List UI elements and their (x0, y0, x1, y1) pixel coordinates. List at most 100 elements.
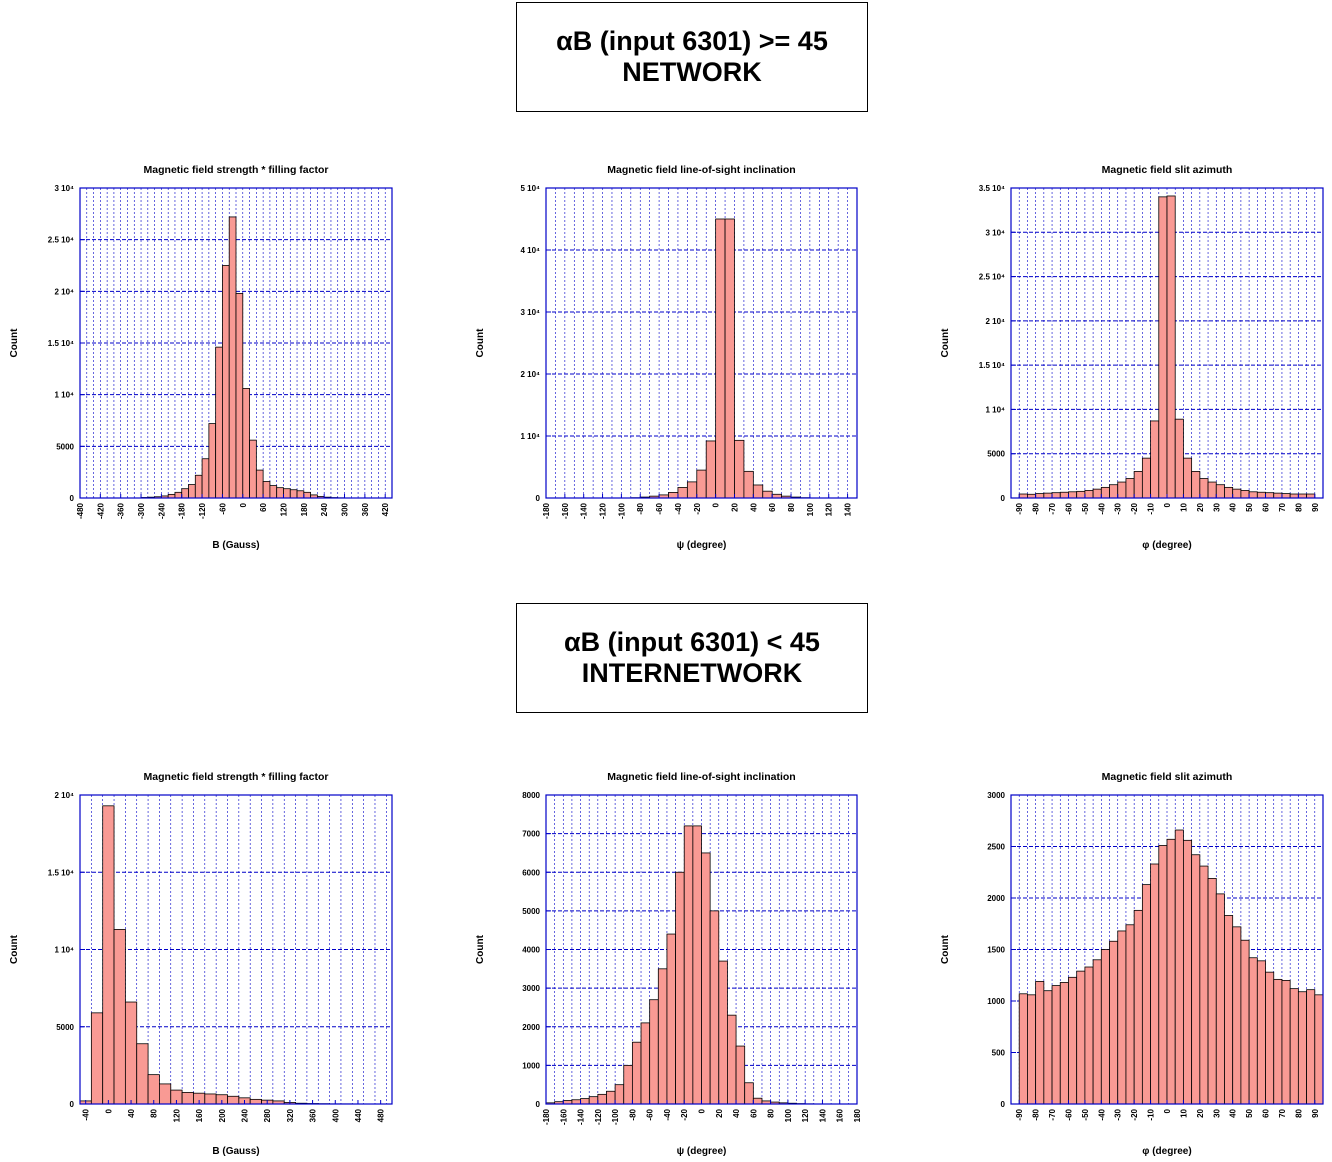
histogram-bar (1043, 990, 1053, 1105)
histogram-bar (1240, 939, 1250, 1105)
histogram-bar (1092, 959, 1102, 1105)
x-tick-label: 90 (1311, 502, 1320, 511)
x-tick-label: -90 (1015, 1108, 1024, 1120)
x-tick-label: -90 (1015, 502, 1024, 514)
y-tick-label: 2.5 10⁴ (979, 273, 1005, 282)
x-tick-label: 40 (1229, 502, 1238, 511)
chart-panel: 0 5000 1 10⁴ 1.5 10⁴ 2 10⁴ 2.5 10⁴ 3 10⁴ 3.5 10… (940, 164, 1324, 551)
x-tick-label: 440 (354, 1108, 363, 1122)
histogram-bar (1199, 865, 1209, 1105)
histogram-bar (1035, 493, 1045, 499)
x-axis-label: B (Gauss) (212, 540, 259, 551)
histogram-bar (1207, 878, 1217, 1105)
x-tick-label: 0 (1163, 1108, 1172, 1113)
y-tick-label: 1000 (987, 997, 1005, 1006)
x-tick-label: -60 (655, 502, 664, 514)
x-axis-label: B (Gauss) (212, 1146, 259, 1157)
x-tick-label: -30 (1114, 502, 1123, 514)
histogram-bar (1150, 420, 1160, 499)
y-tick-label: 1.5 10⁴ (979, 361, 1005, 370)
histogram-bar (752, 1097, 763, 1105)
y-axis-label: Count (940, 934, 951, 964)
x-tick-label: 160 (195, 1108, 204, 1122)
x-tick-label: 320 (286, 1108, 295, 1122)
histogram-bar (1215, 484, 1225, 499)
x-tick-label: 60 (259, 502, 268, 511)
x-tick-label: 0 (1163, 502, 1172, 507)
x-tick-label: -60 (1064, 1108, 1073, 1120)
histogram-bar (692, 825, 702, 1105)
histogram-bar (1141, 457, 1151, 499)
x-tick-label: 70 (1278, 1108, 1287, 1117)
histogram-bar (1035, 981, 1045, 1105)
x-tick-label: 10 (1179, 502, 1188, 511)
y-tick-label: 2.5 10⁴ (48, 236, 74, 245)
network-title-line2: NETWORK (622, 57, 762, 87)
y-tick-label: 0 (536, 1100, 541, 1109)
y-tick-label: 2000 (987, 894, 1005, 903)
histogram-bar (228, 216, 237, 499)
y-axis-label: Count (940, 328, 951, 358)
x-tick-label: -180 (542, 1108, 551, 1125)
x-tick-label: 120 (801, 1108, 810, 1122)
histogram-bar (1224, 486, 1234, 499)
plot-frame (545, 187, 858, 499)
histogram-bar (1215, 893, 1225, 1105)
x-tick-label: 80 (787, 502, 796, 511)
histogram-bar (147, 1074, 160, 1105)
chart-title: Magnetic field slit azimuth (1102, 771, 1233, 783)
y-axis-label: Count (9, 934, 20, 964)
y-axis-label: Count (475, 934, 486, 964)
y-tick-label: 0 (1001, 1100, 1006, 1109)
histogram-bar (1232, 488, 1242, 499)
chart-title: Magnetic field line-of-sight inclination (607, 771, 795, 783)
x-tick-label: -120 (594, 1108, 603, 1125)
histogram-bar (1068, 491, 1078, 499)
y-tick-label: 1.5 10⁴ (48, 339, 74, 348)
y-tick-label: 5000 (522, 907, 540, 916)
histogram-bar (752, 484, 764, 499)
chart-title: Magnetic field strength * filling factor (144, 164, 329, 176)
x-tick-label: 0 (239, 502, 248, 507)
y-tick-label: 2 10⁴ (54, 287, 74, 296)
x-tick-label: 100 (806, 502, 815, 516)
histogram-bar (677, 487, 688, 499)
x-tick-label: 80 (150, 1108, 159, 1117)
internetwork-title-line1: αB (input 6301) < 45 (564, 627, 820, 657)
y-tick-label: 5 10⁴ (520, 184, 540, 193)
histogram-bar (235, 292, 244, 499)
x-tick-label: 180 (300, 502, 309, 516)
histogram-bar (1174, 418, 1184, 499)
x-tick-label: 140 (818, 1108, 827, 1122)
x-tick-label: -360 (117, 502, 126, 519)
x-tick-label: 120 (279, 502, 288, 516)
histogram-bar (1150, 863, 1160, 1105)
histogram-bar (1059, 982, 1069, 1105)
x-axis-label: ψ (degree) (677, 1146, 727, 1157)
y-tick-label: 3000 (987, 791, 1005, 800)
histogram-bar (249, 439, 257, 499)
x-tick-label: 140 (844, 502, 853, 516)
y-tick-label: 4 10⁴ (520, 246, 540, 255)
x-tick-label: -140 (577, 1108, 586, 1125)
histogram-bar (1183, 839, 1193, 1105)
histogram-bar (1297, 991, 1307, 1105)
y-tick-label: 8000 (522, 791, 540, 800)
histogram-bar (1248, 957, 1258, 1105)
histogram-bar (1100, 486, 1110, 499)
histogram-bar (194, 474, 203, 499)
y-tick-label: 1 10⁴ (54, 391, 74, 400)
histogram-bar (102, 805, 115, 1105)
y-tick-label: 0 (70, 494, 75, 503)
x-tick-label: 30 (1212, 1108, 1221, 1117)
x-tick-label: 10 (1179, 1108, 1188, 1117)
x-tick-label: -160 (561, 502, 570, 519)
histogram-bar (1027, 994, 1037, 1105)
x-tick-label: -70 (1048, 1108, 1057, 1120)
histogram-bar (1076, 490, 1086, 499)
chart-panel: 0 5000 1 10⁴ 1.5 10⁴ 2 10⁴ -40 0 40 80 120 160 200 2… (9, 771, 393, 1157)
y-tick-label: 2000 (522, 1023, 540, 1032)
x-tick-label: 180 (853, 1108, 862, 1122)
